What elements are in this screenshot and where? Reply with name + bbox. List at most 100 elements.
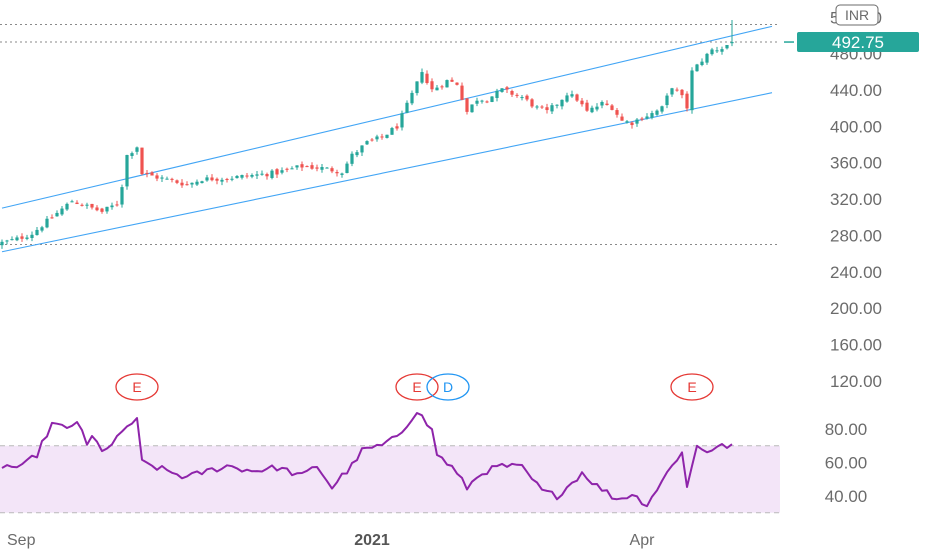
candle-body [45, 218, 49, 228]
candle-body [515, 94, 519, 96]
candle-body [680, 89, 684, 96]
candle [405, 100, 409, 114]
candle [470, 104, 474, 113]
candle [665, 93, 669, 109]
candle-body [715, 50, 719, 52]
candle-body [270, 170, 274, 178]
candle-body [425, 73, 429, 84]
candle-body [650, 113, 654, 118]
candle [510, 89, 514, 98]
candle-body [55, 212, 59, 217]
candle-body [565, 95, 569, 102]
candle [125, 154, 129, 190]
candle [700, 58, 704, 67]
candle-body [250, 174, 254, 177]
candle [50, 214, 54, 219]
candle [575, 93, 579, 103]
candle [375, 134, 379, 142]
candle-body [430, 81, 434, 90]
candle [555, 104, 559, 109]
candle-body [325, 167, 329, 169]
candle-body [520, 97, 524, 99]
time-tick-label: 2021 [354, 532, 390, 549]
candle-body [85, 204, 89, 206]
candle-body [350, 153, 354, 164]
candle-body [200, 181, 204, 184]
candle [170, 177, 174, 183]
candle-body [365, 141, 369, 145]
candle-body [530, 99, 534, 107]
candle [255, 170, 259, 180]
currency-badge[interactable]: INR [835, 4, 879, 26]
candle-body [460, 85, 464, 100]
candle-body [185, 184, 189, 186]
candle [425, 70, 429, 85]
candle [10, 236, 14, 241]
candle-body [165, 178, 169, 180]
candle [520, 95, 524, 101]
candle-body [285, 168, 289, 170]
candle [610, 104, 614, 111]
candle-body [335, 171, 339, 174]
candle [105, 206, 109, 214]
candle [280, 167, 284, 175]
channel-upper-line[interactable] [1, 25, 773, 209]
candle-body [510, 90, 514, 95]
price-tick-label: 360.00 [830, 154, 882, 173]
candle [630, 121, 634, 129]
candle-body [280, 170, 284, 173]
candle-body [215, 178, 219, 181]
candle [695, 63, 699, 72]
time-tick-label: Apr [630, 532, 656, 549]
candle-body [635, 119, 639, 124]
candle-body [275, 169, 279, 175]
candle-body [670, 88, 674, 95]
candle [340, 172, 344, 178]
candle-body [70, 201, 74, 203]
candle [145, 170, 149, 178]
candle [515, 93, 519, 98]
candle-body [540, 106, 544, 108]
time-axis-layer[interactable]: Sep 2021 Apr [7, 532, 655, 549]
candle [595, 103, 599, 112]
candle [295, 165, 299, 170]
earnings-marker[interactable]: E [115, 373, 159, 401]
candle-body [465, 98, 469, 112]
candle-body [585, 102, 589, 111]
candle-body [120, 187, 124, 205]
candle [585, 99, 589, 112]
candle [285, 167, 289, 173]
candle [70, 199, 74, 203]
earnings-marker[interactable]: E [670, 373, 714, 401]
candle [360, 145, 364, 157]
candle-body [505, 87, 509, 90]
price-tick-label: 320.00 [830, 190, 882, 209]
candle [195, 179, 199, 187]
candle-body [205, 177, 209, 181]
candle [635, 117, 639, 127]
candle-body [340, 173, 344, 175]
candle-body [550, 105, 554, 112]
candle [230, 176, 234, 182]
candle-body [480, 100, 484, 102]
candle [540, 105, 544, 110]
candle-body [380, 136, 384, 138]
candle [205, 174, 209, 182]
candle [715, 46, 719, 53]
dividend-marker[interactable]: D [426, 373, 470, 401]
candle [355, 150, 359, 158]
channel-lower-line[interactable] [1, 92, 773, 253]
candle-body [560, 99, 564, 107]
candle-body [240, 175, 244, 178]
candle [495, 88, 499, 102]
earnings-marker[interactable]: E [395, 373, 439, 401]
candle [240, 174, 244, 180]
rsi-layer [1, 412, 733, 508]
candle [315, 164, 319, 172]
price-axis-layer[interactable]: 520.00480.00440.00400.00360.00320.00280.… [784, 4, 919, 506]
candle [15, 235, 19, 242]
candle-body [25, 237, 29, 239]
candle-body [470, 104, 474, 113]
candle [120, 184, 124, 208]
